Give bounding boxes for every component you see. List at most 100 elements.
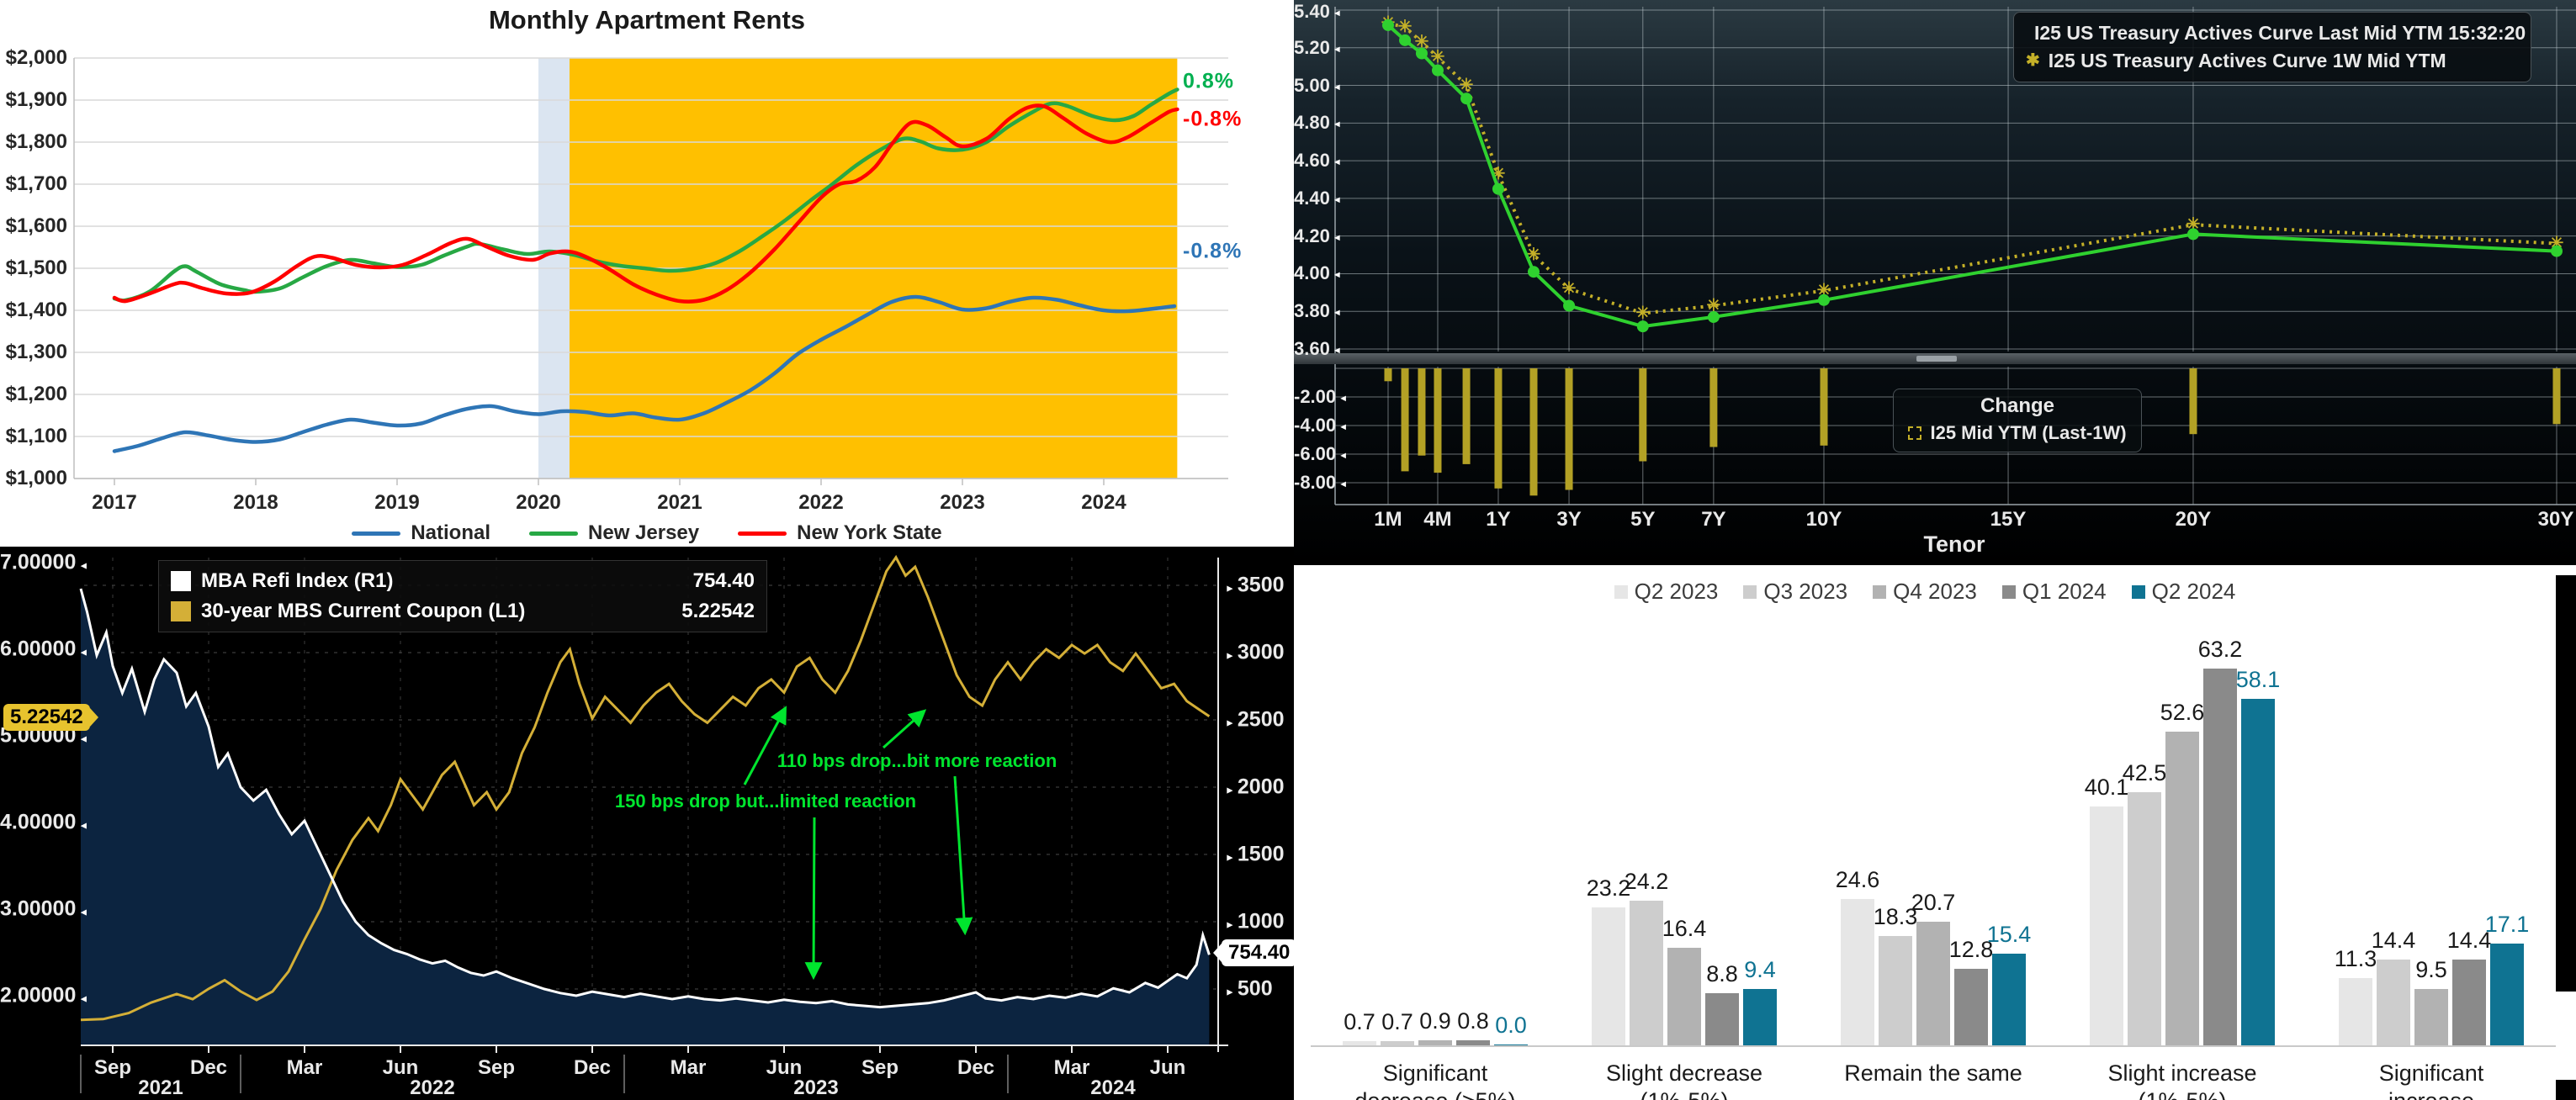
- change-bar-3Y: [1565, 368, 1573, 490]
- x-tick-label: 2024: [1081, 491, 1126, 514]
- year-label: 2023: [793, 1076, 839, 1099]
- x-tick-label: 2023: [940, 491, 985, 514]
- bar-q4-2023: [2165, 732, 2199, 1045]
- survey-legend: Q2 2023 Q3 2023 Q4 2023 Q1 2024 Q2 2024: [1294, 579, 2556, 605]
- change-legend-label: I25 Mid YTM (Last-1W): [1930, 422, 2127, 443]
- bar-q1-2024: [1954, 969, 1988, 1045]
- change-bar-6M: [1462, 368, 1471, 464]
- bar-q2-2023: [1592, 907, 1625, 1045]
- bar-q1-2024: [2203, 669, 2237, 1045]
- bar-q3-2023: [2128, 792, 2161, 1045]
- legend-label: New York State: [797, 521, 942, 544]
- svg-text:✳: ✳: [1398, 18, 1413, 36]
- x-tick-label: 2017: [92, 491, 137, 514]
- svg-text:✳: ✳: [1415, 33, 1429, 51]
- series-National: [112, 294, 1177, 453]
- legend-label: New Jersey: [588, 521, 700, 544]
- bar-value-label: 9.4: [1744, 957, 1776, 982]
- legend-label: I25 US Treasury Actives Curve Last Mid Y…: [2034, 22, 2526, 44]
- x-tick-label: 4M: [1423, 508, 1452, 531]
- month-label: Dec: [189, 1056, 228, 1079]
- splitter-handle-icon[interactable]: [1916, 356, 1957, 362]
- y-tick-label: 4.20: [1294, 225, 1331, 247]
- legend-line-icon: [738, 531, 787, 536]
- change-bar-7Y: [1709, 368, 1718, 447]
- x-tick-label: 1Y: [1486, 508, 1511, 531]
- change-bar-2Y: [1529, 368, 1538, 496]
- legend-label: Q1 2024: [2022, 579, 2107, 604]
- y-tick-label: 5.00: [1294, 75, 1331, 97]
- x-tick-label: 10Y: [1805, 508, 1842, 531]
- right-tick-label: 500: [1225, 977, 1273, 1002]
- change-y-tick-label: -8.00: [1294, 472, 1336, 494]
- y-tick-label: 3.60: [1294, 338, 1331, 360]
- x-tick-label: 2020: [516, 491, 561, 514]
- year-label: 2021: [138, 1076, 183, 1099]
- panel-splitter[interactable]: [1294, 353, 2576, 364]
- bar-value-label: 15.4: [1986, 922, 2032, 947]
- right-tick-label: 3500: [1225, 574, 1285, 598]
- scrollbar-strip-bottom[interactable]: [2556, 1080, 2576, 1100]
- legend-item-q3-2023: Q3 2023: [1743, 579, 1847, 605]
- scrollbar-strip[interactable]: [2556, 575, 2576, 992]
- treasury-legend: I25 US Treasury Actives Curve Last Mid Y…: [2013, 12, 2531, 82]
- y-tick-label: $1,600: [5, 214, 67, 237]
- bar-q2-2023: [2090, 806, 2123, 1045]
- legend-item: National: [352, 521, 490, 545]
- x-tick-label: 5Y: [1630, 508, 1656, 531]
- bar-q1-2024: [1705, 993, 1739, 1045]
- y-tick-label: 4.60: [1294, 150, 1331, 172]
- chart-title: Monthly Apartment Rents: [488, 5, 806, 34]
- bar-value-label: 14.4: [2371, 928, 2416, 953]
- series-end-label: -0.8%: [1183, 239, 1243, 263]
- x-tick-label: 15Y: [1990, 508, 2027, 531]
- y-tick-label: $1,100: [5, 425, 67, 447]
- y-tick-label: $1,500: [5, 256, 67, 279]
- bar-value-label: 0.7: [1381, 1009, 1413, 1034]
- month-label: Sep: [861, 1056, 899, 1079]
- right-tick-label: 1500: [1225, 843, 1285, 867]
- treasury-curve-plot: ✳✳✳✳✳✳✳✳✳✳✳✳✳: [1334, 7, 2576, 505]
- y-tick-label: 5.40: [1294, 1, 1331, 23]
- bar-value-label: 0.0: [1495, 1013, 1527, 1038]
- legend-swatch-icon: [1873, 584, 1887, 599]
- category-label: Slight decrease (1%-5%): [1605, 1060, 1763, 1100]
- change-bar-10Y: [1820, 368, 1828, 446]
- legend-item-coupon: 30-year MBS Current Coupon (L1) 5.22542: [171, 596, 755, 627]
- series-refi: [79, 588, 1211, 1009]
- change-bar-30Y: [2552, 368, 2561, 425]
- legend-label: Q4 2023: [1893, 579, 1977, 604]
- bar-q2-2023: [2339, 978, 2372, 1045]
- bar-q3-2023: [1630, 901, 1663, 1045]
- y-tick-label: 3.80: [1294, 300, 1331, 322]
- legend-item-refi: MBA Refi Index (R1) 754.40: [171, 566, 755, 596]
- month-label: Jun: [1149, 1056, 1186, 1079]
- left-tick-label: 6.00000: [0, 637, 76, 662]
- legend-label: I25 US Treasury Actives Curve 1W Mid YTM: [2048, 50, 2446, 71]
- refi-legend: MBA Refi Index (R1) 754.40 30-year MBS C…: [158, 560, 767, 632]
- bar-value-label: 42.5: [2122, 760, 2167, 785]
- annotation-110bps: 110 bps drop...bit more reaction: [777, 750, 1057, 771]
- left-tick-label: 7.00000: [0, 551, 76, 575]
- year-label: 2022: [410, 1076, 455, 1099]
- apartment-rents-legend: National New Jersey New York State: [0, 521, 1294, 545]
- x-tick-label: 2021: [657, 491, 702, 514]
- bar-q2-2023: [1343, 1041, 1376, 1045]
- bar-value-label: 20.7: [1911, 890, 1956, 915]
- series-1w: [1387, 21, 2557, 315]
- legend-value: 5.22542: [681, 600, 755, 622]
- bar-value-label: 24.6: [1835, 867, 1880, 892]
- bar-q2-2024: [2241, 699, 2275, 1045]
- change-bar-5Y: [1639, 368, 1647, 462]
- change-legend: Change I25 Mid YTM (Last-1W): [1893, 389, 2142, 452]
- legend-label: 30-year MBS Current Coupon (L1): [201, 600, 526, 622]
- bar-value-label: 0.8: [1457, 1008, 1489, 1034]
- series-end-label: 0.8%: [1183, 69, 1234, 93]
- legend-label: Q2 2023: [1634, 579, 1719, 604]
- legend-label: Q2 2024: [2151, 579, 2236, 604]
- bar-value-label: 12.8: [1948, 937, 1994, 962]
- year-label: 2024: [1090, 1076, 1136, 1099]
- legend-label: National: [411, 521, 491, 544]
- legend-line-icon: [529, 531, 579, 536]
